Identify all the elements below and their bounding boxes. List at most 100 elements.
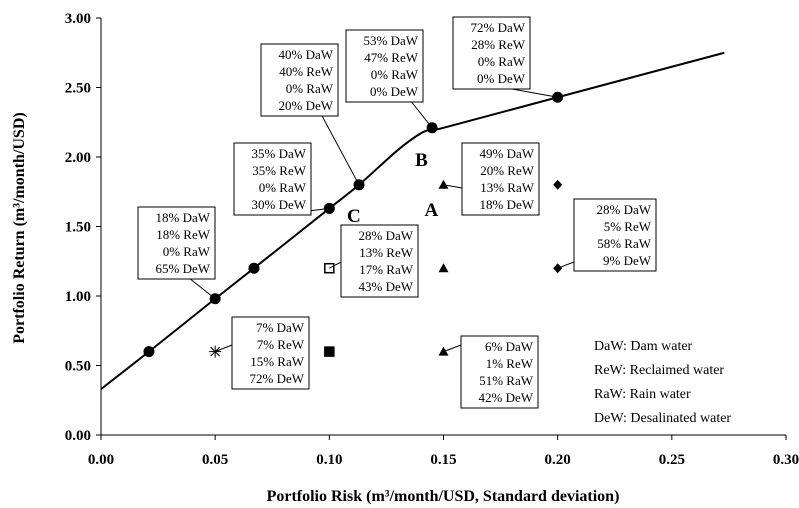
annotation-text: 17% RaW xyxy=(359,262,414,277)
annotation-text: 0% DeW xyxy=(370,84,419,99)
legend: DaW: Dam water ReW: Reclaimed water RaW: R… xyxy=(594,339,731,426)
annotation-pointer xyxy=(214,344,233,353)
annotation-text: 72% DeW xyxy=(249,371,304,386)
annotation-text: 18% DeW xyxy=(479,197,534,212)
annotation-text: 20% ReW xyxy=(480,163,535,178)
x-tick-label: 0.20 xyxy=(545,452,571,468)
annotation-callout: 18% DaW 18% ReW 0% RaW 65% DeW xyxy=(137,206,216,300)
legend-item: RaW: Rain water xyxy=(594,387,691,402)
annotation-box xyxy=(260,43,339,117)
annotation-box xyxy=(233,142,312,216)
annotation-text: 43% DeW xyxy=(358,279,413,294)
annotation-text: 13% ReW xyxy=(359,245,414,260)
annotation-text: 7% DaW xyxy=(256,320,305,335)
annotations: 72% DaW 28% ReW 0% RaW 0% DeW 53% DaW 47% ReW… xyxy=(137,16,657,409)
annotation-text: 7% ReW xyxy=(257,337,305,352)
annotation-box xyxy=(345,29,424,103)
annotation-callout: 6% DaW 1% ReW 51% RaW 42% DeW xyxy=(443,335,539,409)
annotation-callout: 28% DaW 5% ReW 58% RaW 9% DeW xyxy=(557,198,657,272)
triangle-point xyxy=(438,263,449,273)
y-tick-label: 2.00 xyxy=(65,150,91,166)
y-tick-label: 0.50 xyxy=(65,359,91,375)
annotation-text: 18% ReW xyxy=(156,227,211,242)
x-tick-label: 0.10 xyxy=(316,452,342,468)
annotation-callout: 35% DaW 35% ReW 0% RaW 30% DeW xyxy=(233,142,330,216)
annotation-text: 18% DaW xyxy=(155,210,210,225)
annotation-text: 0% RaW xyxy=(286,81,334,96)
triangle-point xyxy=(438,179,449,189)
annotation-text: 0% RaW xyxy=(259,180,307,195)
point-label-a: A xyxy=(425,200,439,221)
annotation-text: 40% ReW xyxy=(279,64,334,79)
legend-item: ReW: Reclaimed water xyxy=(594,363,724,378)
annotation-text: 58% RaW xyxy=(597,236,652,251)
annotation-text: 28% DaW xyxy=(596,202,651,217)
annotation-box xyxy=(452,16,531,90)
annotation-text: 40% DaW xyxy=(278,47,333,62)
annotation-text: 28% DaW xyxy=(358,228,413,243)
annotation-text: 49% DaW xyxy=(479,146,534,161)
annotation-text: 0% RaW xyxy=(371,67,419,82)
point-label-c: C xyxy=(347,206,361,227)
annotation-pointer xyxy=(443,184,463,189)
y-axis-title: Portfolio Return (m³/month/USD) xyxy=(11,112,28,343)
annotation-text: 47% ReW xyxy=(364,50,419,65)
y-tick-label: 1.00 xyxy=(65,289,91,305)
annotation-box xyxy=(573,198,657,272)
annotation-box xyxy=(137,206,216,280)
y-tick-label: 0.00 xyxy=(65,428,91,444)
legend-item: DeW: Desalinated water xyxy=(594,411,731,426)
annotation-callout: 72% DaW 28% ReW 0% RaW 0% DeW xyxy=(452,16,558,98)
annotation-text: 0% DeW xyxy=(477,71,526,86)
annotation-callout: 7% DaW 7% ReW 15% RaW 72% DeW xyxy=(214,316,310,390)
frontier-point xyxy=(143,346,155,358)
annotation-text: 5% ReW xyxy=(604,219,652,234)
annotation-text: 0% RaW xyxy=(478,54,526,69)
axes: 0.00 0.05 0.10 0.15 0.20 0.25 0.30 0.00 0.50 1.00… xyxy=(65,11,799,468)
annotation-text: 35% ReW xyxy=(252,163,307,178)
annotation-box xyxy=(340,224,419,298)
legend-item: DaW: Dam water xyxy=(594,339,693,354)
annotation-text: 15% RaW xyxy=(250,354,305,369)
annotation-callout: 40% DaW 40% ReW 0% RaW 20% DeW xyxy=(260,43,360,186)
annotation-text: 9% DeW xyxy=(603,253,652,268)
annotation-callout: 49% DaW 20% ReW 13% RaW 18% DeW xyxy=(443,142,540,216)
x-tick-label: 0.00 xyxy=(88,452,114,468)
annotation-text: 42% DeW xyxy=(478,390,533,405)
y-tick-label: 2.50 xyxy=(65,81,91,97)
annotation-box xyxy=(461,142,540,216)
y-tick-label: 3.00 xyxy=(65,11,91,27)
annotation-text: 20% DeW xyxy=(278,98,333,113)
point-label-b: B xyxy=(415,150,428,171)
annotation-text: 35% DaW xyxy=(251,146,306,161)
annotation-text: 30% DeW xyxy=(251,197,306,212)
y-tick-label: 1.50 xyxy=(65,220,91,236)
annotation-pointer xyxy=(320,113,360,186)
annotation-callout: 28% DaW 13% ReW 17% RaW 43% DeW xyxy=(329,224,419,298)
annotation-text: 53% DaW xyxy=(363,33,418,48)
x-tick-label: 0.25 xyxy=(659,452,685,468)
annotation-box xyxy=(460,335,539,409)
frontier-point xyxy=(248,262,260,274)
annotation-text: 6% DaW xyxy=(485,339,534,354)
x-tick-label: 0.30 xyxy=(773,452,799,468)
annotation-text: 72% DaW xyxy=(470,20,525,35)
x-tick-label: 0.05 xyxy=(202,452,228,468)
annotation-pointer xyxy=(443,344,462,353)
x-axis-title: Portfolio Risk (m³/month/USD, Standard d… xyxy=(267,488,620,505)
annotation-pointer xyxy=(557,261,575,269)
square-point xyxy=(324,346,335,357)
annotation-text: 28% ReW xyxy=(471,37,526,52)
point-labels: A B C xyxy=(347,150,438,227)
x-tick-label: 0.15 xyxy=(430,452,456,468)
annotation-text: 13% RaW xyxy=(480,180,535,195)
annotation-text: 1% ReW xyxy=(486,356,534,371)
annotation-pointer xyxy=(409,99,433,129)
annotation-text: 51% RaW xyxy=(479,373,534,388)
annotation-text: 0% RaW xyxy=(163,244,211,259)
diamond-point xyxy=(553,179,563,190)
annotation-box xyxy=(231,316,310,390)
annotation-text: 65% DeW xyxy=(155,261,210,276)
annotation-callout: 53% DaW 47% ReW 0% RaW 0% DeW xyxy=(345,29,433,129)
